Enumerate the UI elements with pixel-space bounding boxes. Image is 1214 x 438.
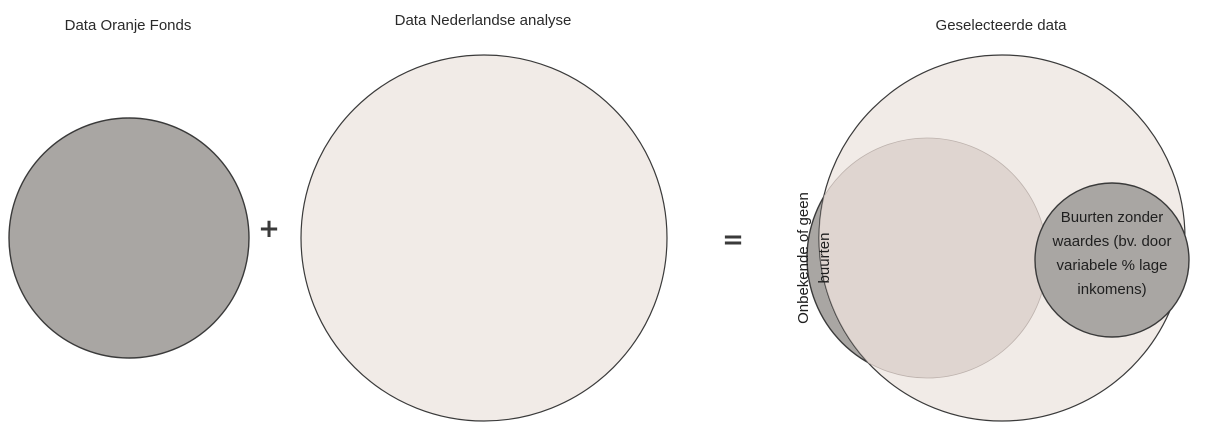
title-oranje-fonds: Data Oranje Fonds xyxy=(65,17,192,34)
plus-operator: + xyxy=(258,214,280,244)
equals-operator: = xyxy=(722,225,744,255)
onbekende-buurten-label-line2: buurten xyxy=(816,233,833,284)
buurten-zonder-label-line4: inkomens) xyxy=(1077,281,1146,298)
onbekende-buurten-label-line1: Onbekende of geen xyxy=(795,192,812,324)
buurten-zonder-label-line2: waardes (bv. door xyxy=(1052,233,1172,250)
title-nederlandse-analyse: Data Nederlandse analyse xyxy=(395,12,572,29)
buurten-zonder-label-line3: variabele % lage xyxy=(1057,257,1168,274)
buurten-zonder-label-line1: Buurten zonder xyxy=(1061,209,1164,226)
title-geselecteerde-data: Geselecteerde data xyxy=(936,17,1068,34)
buurten-zonder-waardes-circle xyxy=(1034,182,1190,338)
oranje-fonds-circle xyxy=(8,117,250,359)
nederlandse-analyse-circle xyxy=(300,54,668,422)
